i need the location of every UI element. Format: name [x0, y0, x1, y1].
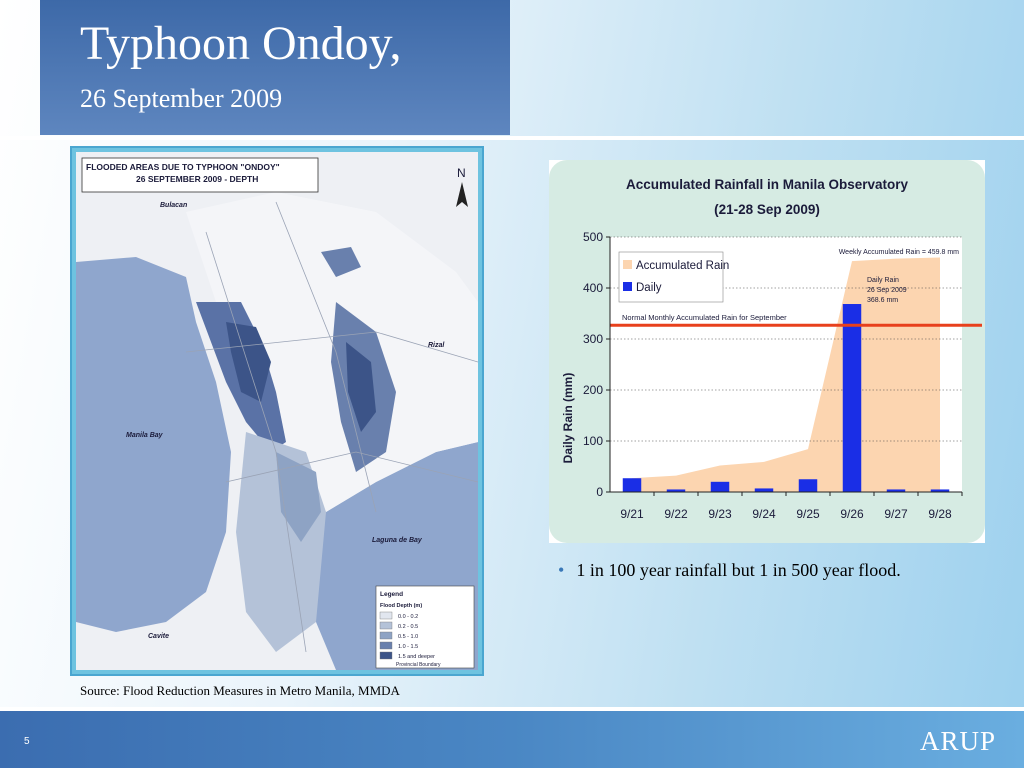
- x-tick-label: 9/22: [664, 507, 688, 521]
- x-tick-label: 9/21: [620, 507, 644, 521]
- bullet-text: 1 in 100 year rainfall but 1 in 500 year…: [576, 560, 901, 580]
- x-tick-label: 9/27: [884, 507, 908, 521]
- x-tick-label: 9/25: [796, 507, 820, 521]
- flood-zone-east-deep: [346, 342, 376, 432]
- manila-bay-area: [76, 257, 231, 632]
- flood-map-graphic: FLOODED AREAS DUE TO TYPHOON "ONDOY" 26 …: [76, 157, 478, 670]
- daily-rain-bar: [930, 489, 950, 492]
- legend-item-label: 1.5 and deeper: [398, 654, 435, 660]
- chart-plot-area: Normal Monthly Accumulated Rain for Sept…: [583, 230, 982, 521]
- legend-box: [375, 585, 475, 669]
- header-divider: [0, 136, 1024, 140]
- daily-rain-bar: [886, 489, 906, 492]
- place-label-bulacan: Bulacan: [160, 202, 187, 209]
- chart-legend-box: [618, 251, 724, 303]
- y-tick-label: 500: [583, 230, 603, 244]
- flood-zone-west-deep: [226, 322, 271, 402]
- legend-subtitle: Flood Depth (m): [380, 603, 422, 609]
- map-source-caption: Source: Flood Reduction Measures in Metr…: [80, 683, 400, 698]
- legend-item-label: 1.0 - 1.5: [398, 644, 418, 650]
- legend-swatch: [379, 631, 393, 640]
- rainfall-chart: Accumulated Rainfall in Manila Observato…: [561, 177, 982, 521]
- reference-line-label: Normal Monthly Accumulated Rain for Sept…: [622, 313, 787, 322]
- flood-map: FLOODED AREAS DUE TO TYPHOON "ONDOY" 26 …: [76, 152, 478, 670]
- y-tick-label: 400: [583, 281, 603, 295]
- daily-rain-bar: [842, 304, 862, 492]
- place-label-cavite: Cavite: [148, 633, 169, 640]
- map-title-line1: FLOODED AREAS DUE TO TYPHOON "ONDOY": [86, 162, 280, 172]
- legend-items: 0.0 - 0.2 0.2 - 0.5 0.5 - 1.0 1.0 - 1.5 1.5 …: [379, 611, 435, 660]
- legend-label-accumulated: Accumulated Rain: [636, 260, 729, 272]
- daily-annotation-line3: 368.6 mm: [867, 297, 898, 304]
- slide-title: Typhoon Ondoy,: [80, 17, 402, 70]
- legend-swatch: [379, 651, 393, 660]
- arup-logo: ARUP: [920, 726, 997, 756]
- road-line: [205, 231, 307, 653]
- legend-item-label: 0.5 - 1.0: [398, 634, 418, 640]
- x-tick-label: 9/24: [752, 507, 776, 521]
- legend-swatch-daily: [623, 282, 632, 291]
- map-title-box: [81, 157, 319, 193]
- y-tick-label: 0: [596, 485, 603, 499]
- map-title-line2: 26 SEPTEMBER 2009 - DEPTH: [136, 174, 258, 184]
- daily-rain-bar: [798, 479, 818, 492]
- map-legend: Legend Flood Depth (m) 0.0 - 0.2 0.2 - 0.…: [375, 585, 475, 669]
- legend-swatch: [379, 641, 393, 650]
- slide-subtitle: 26 September 2009: [80, 84, 283, 113]
- daily-rain-bar: [622, 478, 642, 492]
- legend-title: Legend: [380, 591, 403, 598]
- place-label-manila-bay: Manila Bay: [126, 432, 164, 439]
- daily-rain-bar: [754, 488, 774, 492]
- rainfall-chart-panel: Accumulated Rainfall in Manila Observato…: [549, 160, 985, 543]
- bullet-item: • 1 in 100 year rainfall but 1 in 500 yea…: [558, 560, 901, 581]
- road-line: [225, 451, 478, 483]
- x-tick-label: 9/26: [840, 507, 864, 521]
- legend-swatch-accumulated: [623, 260, 632, 269]
- daily-rain-bar: [710, 481, 730, 492]
- place-label-rizal: Rizal: [428, 342, 445, 349]
- x-tick-label: 9/23: [708, 507, 732, 521]
- y-tick-label: 100: [583, 434, 603, 448]
- y-tick-label: 200: [583, 383, 603, 397]
- footer-bar: [0, 711, 1024, 768]
- title-box: Typhoon Ondoy, 26 September 2009: [40, 0, 510, 135]
- daily-annotation-line2: 26 Sep 2009: [867, 287, 907, 294]
- flood-zone-south-mid: [276, 452, 321, 542]
- chart-title: Accumulated Rainfall in Manila Observato…: [626, 177, 909, 192]
- x-tick-label: 9/28: [928, 507, 952, 521]
- bullet-dot-icon: •: [558, 560, 565, 580]
- north-label: N: [457, 166, 466, 180]
- legend-item-label: 0.2 - 0.5: [398, 624, 418, 630]
- chart-y-axis-label: Daily Rain (mm): [561, 373, 575, 464]
- flood-map-frame: FLOODED AREAS DUE TO TYPHOON "ONDOY" 26 …: [72, 148, 482, 674]
- weekly-total-annotation: Weekly Accumulated Rain = 459.8 mm: [839, 249, 959, 256]
- legend-label-daily: Daily: [636, 282, 662, 294]
- y-tick-label: 300: [583, 332, 603, 346]
- legend-extra: Provincial Boundary: [396, 662, 441, 668]
- page-number: 5: [24, 736, 30, 747]
- road-line: [185, 331, 478, 363]
- daily-annotation-line1: Daily Rain: [867, 277, 899, 284]
- legend-item-label: 0.0 - 0.2: [398, 614, 418, 620]
- legend-swatch: [379, 621, 393, 630]
- place-label-laguna-de-bay: Laguna de Bay: [372, 537, 423, 544]
- reservoir: [321, 247, 361, 277]
- chart-subtitle: (21-28 Sep 2009): [714, 202, 820, 217]
- road-line: [275, 201, 377, 513]
- footer-divider: [0, 707, 1024, 711]
- daily-rain-bar: [666, 489, 686, 492]
- legend-swatch: [379, 611, 393, 620]
- north-arrow-icon: [456, 182, 468, 207]
